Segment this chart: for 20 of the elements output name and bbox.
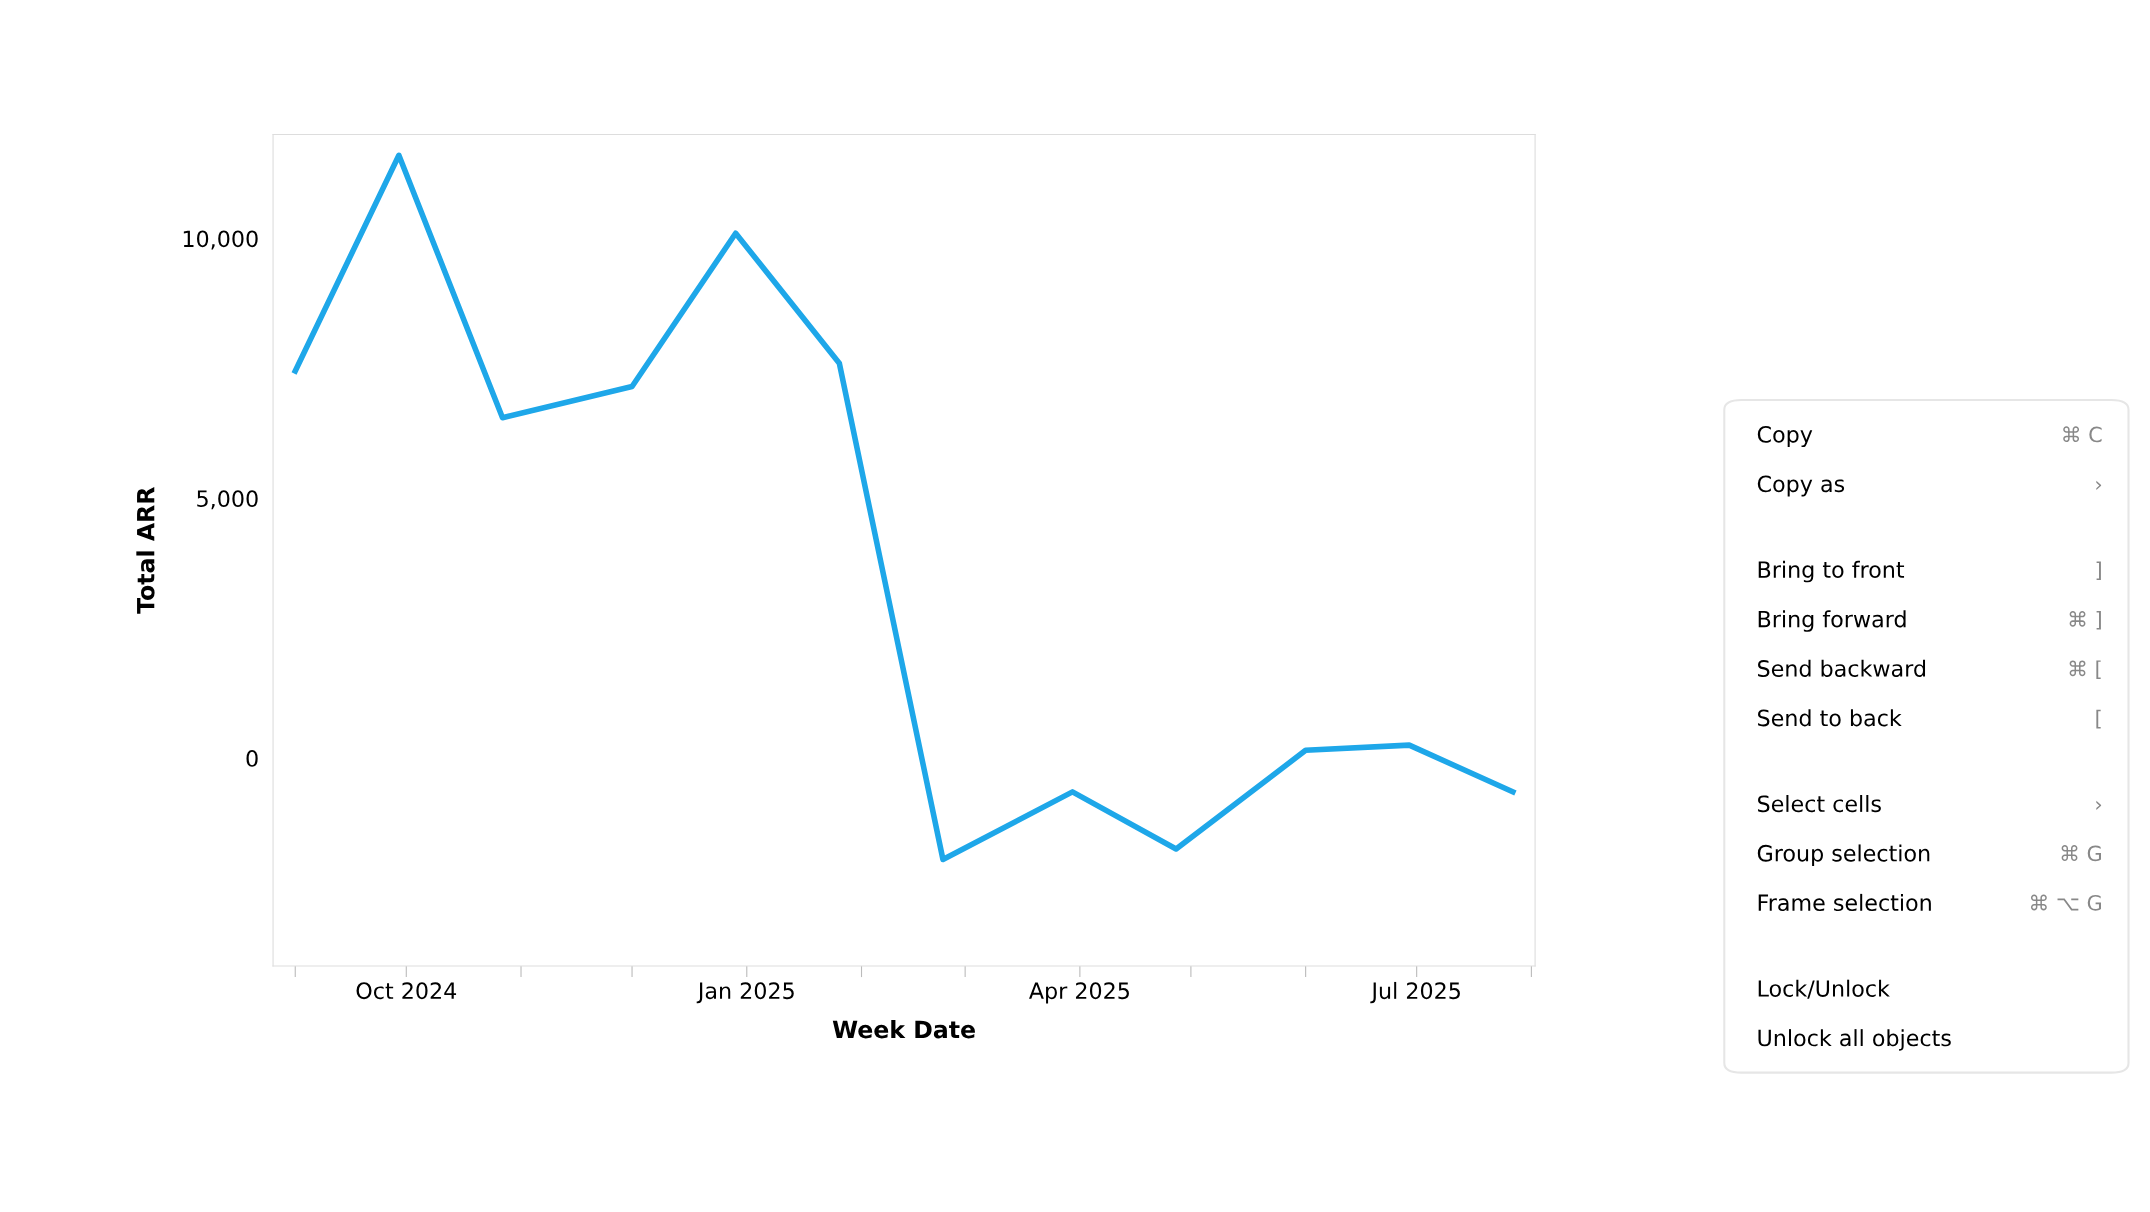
text: Bring to front ] [1758, 560, 2101, 583]
y-axis-title: Total ARR [136, 487, 155, 614]
x-axis-title: Week Date [832, 1020, 975, 1039]
y-tick-label: 5,000 [197, 490, 258, 510]
text: Unlock all objects [1758, 1029, 1951, 1051]
text: Bring forward ⌘ ] [1758, 610, 2101, 632]
text: Frame selection ⌘ ⌥ G [1758, 893, 2101, 912]
x-tick-label: Oct 2024 [356, 982, 457, 1000]
y-tick-label: 0 [246, 750, 258, 767]
text: Copy ⌘ C [1757, 425, 2102, 448]
text: Send backward ⌘ [ [1758, 659, 2101, 679]
text: Lock/Unlock [1758, 979, 1890, 999]
text: Select cells › [1758, 794, 2102, 813]
x-tick-label: Jul 2025 [1370, 981, 1460, 1004]
x-tick-label: Apr 2025 [1029, 982, 1129, 1004]
text: Group selection ⌘ G [1757, 844, 2101, 866]
text: Copy as › [1757, 475, 2102, 497]
text: Send to back [ [1758, 709, 2101, 729]
y-tick-label: 10,000 [183, 230, 258, 250]
x-tick-label: Jan 2025 [696, 982, 794, 1004]
